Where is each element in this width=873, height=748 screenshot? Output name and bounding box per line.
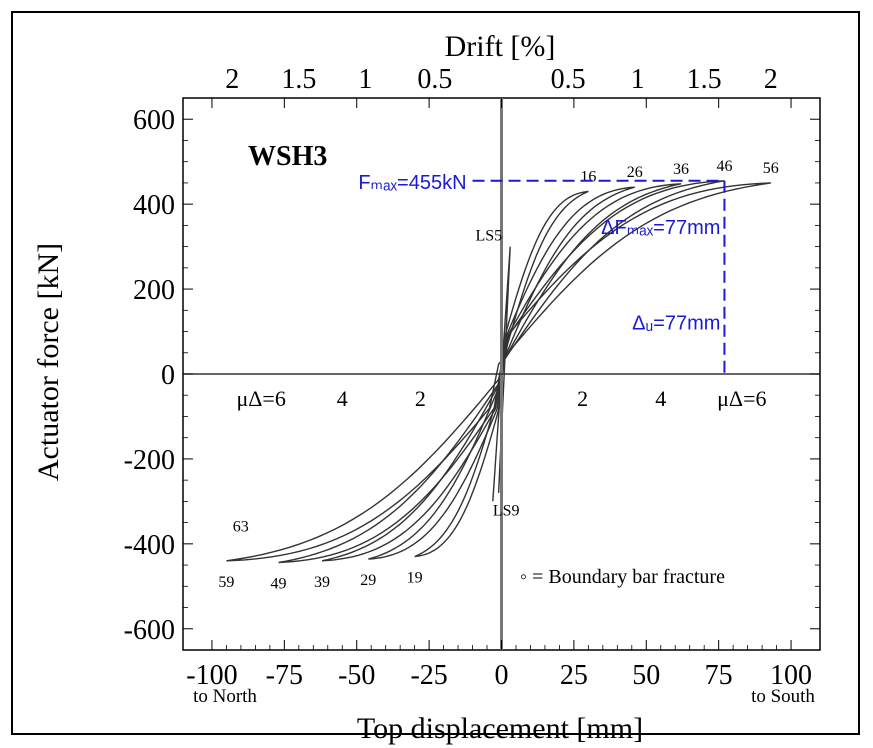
legend-text: ◦ = Boundary bar fracture <box>520 566 725 588</box>
peak-label: 49 <box>271 576 287 593</box>
x-tick-label: 25 <box>560 660 588 691</box>
y-axis-title: Actuator force [kN] <box>32 243 65 481</box>
drift-tick-label: 1.5 <box>687 64 722 95</box>
peak-label: 19 <box>407 570 423 587</box>
drift-tick-label: 2 <box>764 64 778 95</box>
hysteresis-loop <box>226 182 771 562</box>
peak-label: 59 <box>218 574 234 591</box>
dfmax-label: ΔFₘₐₓ=77mm <box>601 217 720 239</box>
annotation-layer: Fₘₐₓ=455kN ΔFₘₐₓ=77mm Δᵤ=77mm <box>358 172 726 374</box>
peak-label: 36 <box>673 161 689 178</box>
x-axis-title: Top displacement [mm] <box>357 712 643 745</box>
peak-label: LS5 <box>476 228 503 245</box>
drift-tick-label: 1 <box>631 64 645 95</box>
drift-axis-title: Drift [%] <box>445 30 556 63</box>
peak-label: 26 <box>627 164 643 181</box>
x-tick-label: -50 <box>338 660 375 691</box>
y-tick-label: -200 <box>124 445 175 476</box>
ductility-label: 2 <box>415 386 426 411</box>
peak-label: 39 <box>314 574 330 591</box>
x-tick-label: 50 <box>632 660 660 691</box>
ductility-label: μΔ=6 <box>717 386 766 411</box>
hysteresis-loop <box>368 186 635 560</box>
peak-label: 29 <box>360 572 376 589</box>
drift-tick-label: 0.5 <box>417 64 452 95</box>
y-tick-label: 200 <box>133 275 175 306</box>
tick-layer <box>183 98 820 650</box>
drift-tick-label: 1 <box>358 64 372 95</box>
peak-label: 56 <box>763 160 779 177</box>
ductility-label: 2 <box>577 386 588 411</box>
hysteresis-loop <box>414 190 589 558</box>
label-layer: -100 -75 -50 -25 0 25 50 75 100 -600 -400 -200 0 200 4… <box>124 64 812 691</box>
drift-tick-label: 1.5 <box>281 64 316 95</box>
du-label: Δᵤ=77mm <box>632 312 720 334</box>
x-tick-label: 0 <box>495 660 509 691</box>
ductility-label: 4 <box>655 386 666 411</box>
y-tick-label: -600 <box>124 615 175 646</box>
y-tick-label: 400 <box>133 190 175 221</box>
x-tick-label: -25 <box>410 660 447 691</box>
peak-label: 46 <box>716 158 732 175</box>
x-tick-label: 75 <box>705 660 733 691</box>
y-tick-label: 600 <box>133 105 175 136</box>
y-tick-label: 0 <box>161 360 175 391</box>
x-end-label-right: to South <box>751 686 815 707</box>
x-tick-label: -75 <box>266 660 303 691</box>
peak-label: 63 <box>233 519 249 536</box>
y-tick-label: -400 <box>124 530 175 561</box>
drift-tick-label: 2 <box>225 64 239 95</box>
ductility-label: 4 <box>337 386 348 411</box>
chart-title: WSH3 <box>248 141 327 172</box>
x-tick-label: 100 <box>770 660 812 691</box>
peak-label: 16 <box>580 168 596 185</box>
drift-tick-label: 0.5 <box>551 64 586 95</box>
ductility-label: μΔ=6 <box>236 386 285 411</box>
x-tick-label: -100 <box>186 660 237 691</box>
x-end-label-left: to North <box>193 686 257 707</box>
peak-label: LS9 <box>493 502 520 519</box>
fmax-label: Fₘₐₓ=455kN <box>358 172 466 194</box>
figure-border <box>11 11 860 735</box>
